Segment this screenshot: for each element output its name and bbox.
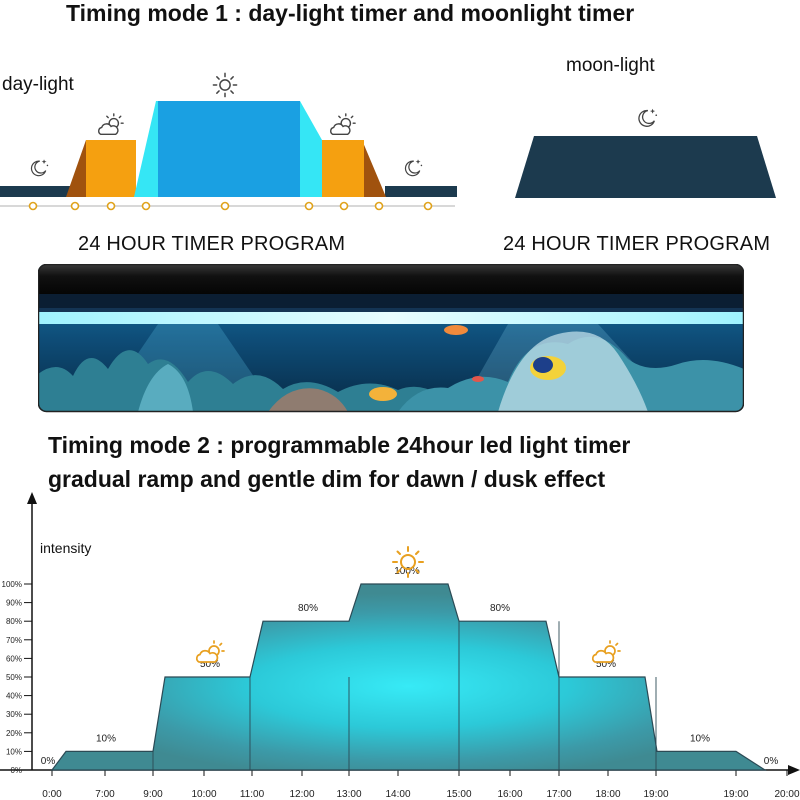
segment-value-label: 50% [200,659,220,670]
x-tick-label: 0:00 [42,789,62,800]
segment-value-label: 80% [490,603,510,614]
moonlight-timer-diagram [515,108,776,198]
moonlight-label: moon-light [566,55,655,76]
timer-program-label-left: 24 HOUR TIMER PROGRAM [78,233,346,255]
segment-value-label: 10% [96,733,116,744]
y-tick-label: 70% [6,636,22,645]
aquarium-led-light-photo [38,264,744,413]
segment-value-label: 100% [394,566,420,577]
x-tick-label: 12:00 [289,789,314,800]
y-axis-label: intensity [40,540,91,556]
x-tick-label: 9:00 [143,789,163,800]
y-tick-label: 30% [6,710,22,719]
y-tick-label: 10% [6,747,22,756]
mode2-title-line1: Timing mode 2 : programmable 24hour led … [48,432,631,458]
x-tick-label: 17:00 [546,789,571,800]
sun-cloud-icon [195,640,225,663]
y-tick-label: 60% [6,654,22,663]
x-tick-label: 13:00 [336,789,361,800]
segment-value-label: 0% [41,756,56,767]
x-tick-label: 14:00 [385,789,410,800]
sun-cloud-icon [330,113,356,136]
y-tick-label: 80% [6,617,22,626]
y-tick-label: 100% [2,580,22,589]
y-tick-label: 90% [6,599,22,608]
x-tick-label: 19:00 [643,789,668,800]
segment-value-label: 10% [690,733,710,744]
segment-value-label: 0% [764,756,779,767]
x-tick-label: 15:00 [446,789,471,800]
segment-value-label: 50% [596,659,616,670]
sun-cloud-icon [98,113,124,136]
intensity-chart: intensity 0% 10% 20% 30% 40% 50% 60% 70% 80% 90% 1… [0,492,800,800]
daylight-timer-diagram [0,72,457,211]
sun-icon [212,72,238,98]
segment-value-label: 80% [298,603,318,614]
x-tick-label: 11:00 [240,789,265,800]
sun-cloud-icon [591,640,621,663]
mode1-title: Timing mode 1 : day-light timer and moon… [66,0,635,26]
x-tick-label: 10:00 [191,789,216,800]
sun-icon [392,546,424,578]
intensity-area [50,583,768,771]
x-tick-label: 18:00 [595,789,620,800]
daylight-label: day-light [2,74,74,95]
moon-stars-icon [404,158,423,177]
moon-stars-icon [30,158,49,177]
mode2-title-line2: gradual ramp and gentle dim for dawn / d… [48,466,606,492]
x-tick-label: 19:00 [723,789,748,800]
x-tick-label: 20:00 [774,789,799,800]
x-tick-label: 16:00 [497,789,522,800]
y-tick-label: 20% [6,729,22,738]
y-tick-label: 50% [6,673,22,682]
y-tick-label: 40% [6,692,22,701]
x-tick-label: 7:00 [95,789,115,800]
moon-stars-icon [638,108,658,127]
timer-program-label-right: 24 HOUR TIMER PROGRAM [503,233,771,255]
y-tick-label: 0% [10,766,22,775]
